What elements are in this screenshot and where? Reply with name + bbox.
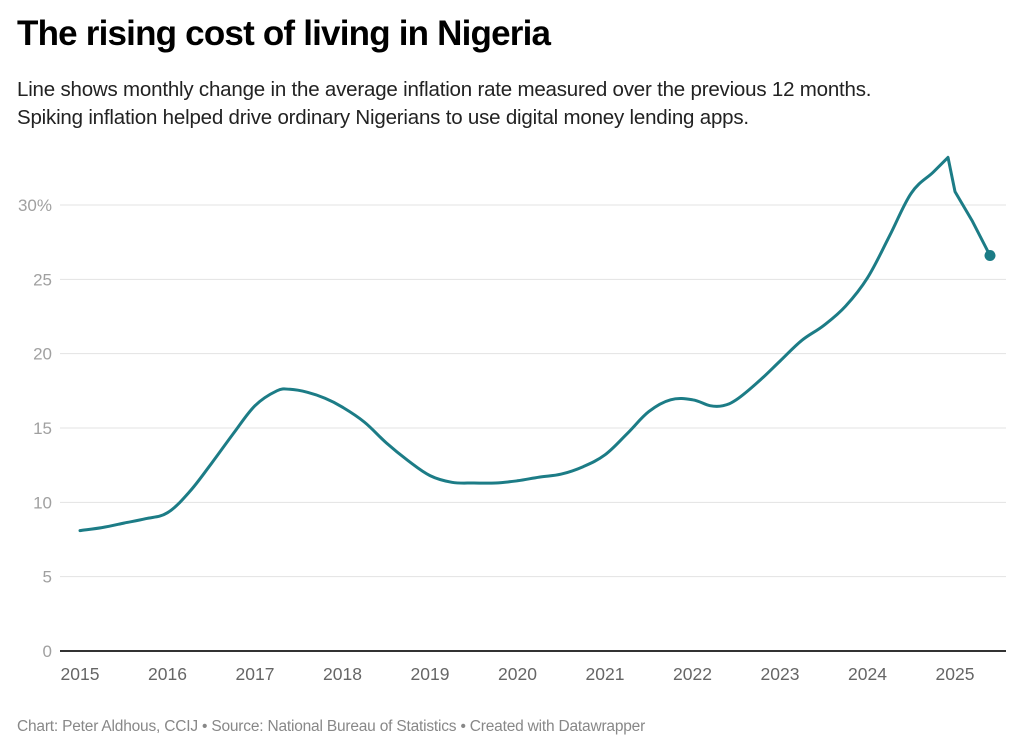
x-tick-label: 2020: [498, 664, 537, 684]
y-tick-label: 20: [33, 345, 52, 364]
chart-credit: Chart: Peter Aldhous, CCIJ • Source: Nat…: [17, 718, 646, 735]
y-tick-label: 5: [43, 568, 52, 587]
chart-title: The rising cost of living in Nigeria: [17, 14, 551, 53]
y-tick-label: 25: [33, 270, 52, 289]
x-tick-label: 2022: [673, 664, 712, 684]
end-point-marker: [984, 250, 996, 262]
x-axis-labels: 2015 2016 2017 2018 2019 2020 2021 2022 2023 2024…: [61, 664, 975, 684]
x-tick-label: 2021: [586, 664, 625, 684]
x-tick-label: 2024: [848, 664, 887, 684]
x-tick-label: 2017: [236, 664, 275, 684]
x-tick-label: 2018: [323, 664, 362, 684]
x-tick-label: 2016: [148, 664, 187, 684]
y-tick-label: 15: [33, 419, 52, 438]
x-tick-label: 2023: [761, 664, 800, 684]
series: [78, 155, 996, 533]
y-tick-label: 30%: [18, 196, 52, 215]
x-tick-label: 2025: [936, 664, 975, 684]
y-tick-label: 0: [43, 642, 52, 661]
gridlines: [60, 204, 1006, 652]
subtitle-line-2: Spiking inflation helped drive ordinary …: [17, 106, 749, 129]
x-tick-label: 2015: [61, 664, 100, 684]
inflation-line: [78, 155, 992, 533]
chart-subtitle: Line shows monthly change in the average…: [17, 76, 1017, 132]
subtitle-line-1: Line shows monthly change in the average…: [17, 78, 872, 101]
y-axis-labels: 0 5 10 15 20 25 30%: [18, 196, 52, 661]
x-tick-label: 2019: [411, 664, 450, 684]
y-tick-label: 10: [33, 493, 52, 512]
